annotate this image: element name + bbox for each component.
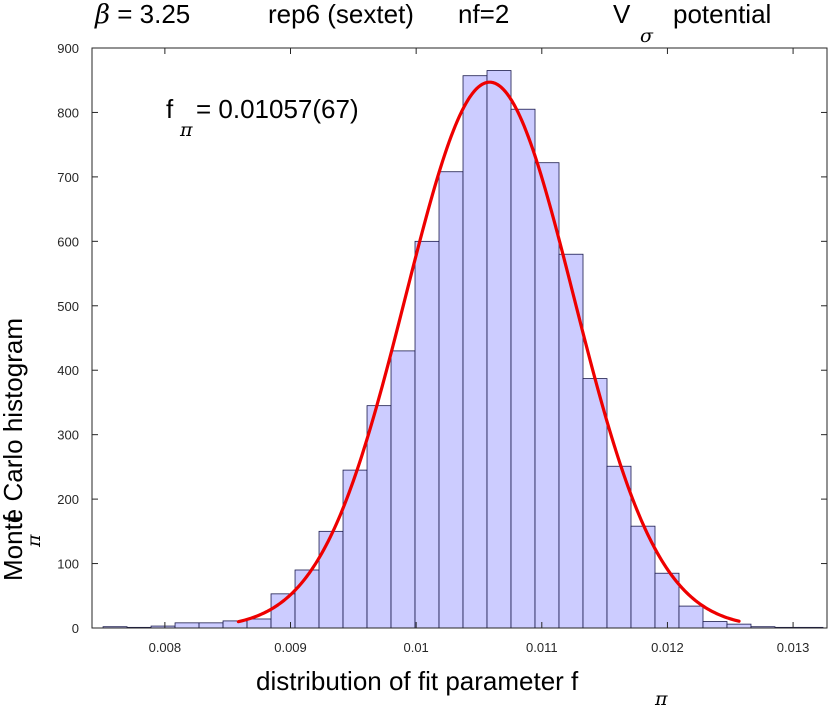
axes-box — [91, 47, 828, 629]
histogram-bar — [726, 623, 752, 629]
y-tick-label: 200 — [57, 492, 79, 507]
y-tick-label: 300 — [57, 428, 79, 443]
histogram-bar — [366, 405, 392, 629]
annotation-sub: π — [179, 119, 193, 141]
histogram-bar — [582, 378, 608, 629]
axes: 0.008 0.009 0.01 0.011 0.012 0.013 0 100 200 300 4… — [57, 41, 828, 655]
y-tick-label: 100 — [57, 557, 79, 572]
histogram-bar — [318, 530, 344, 629]
y-tick-label: 0 — [72, 621, 79, 636]
y-tick-label: 500 — [57, 299, 79, 314]
y-tick-label: 600 — [57, 234, 79, 249]
histogram-bar — [558, 253, 584, 629]
histogram-bar — [246, 618, 272, 629]
x-tick-label: 0.008 — [149, 640, 182, 655]
histogram-bar — [174, 622, 200, 629]
x-tick-label: 0.013 — [777, 640, 810, 655]
title-potential-letter: V — [613, 0, 631, 29]
histogram-bar — [270, 593, 296, 629]
histogram-bar — [606, 465, 632, 629]
x-tick-label: 0.01 — [403, 640, 428, 655]
y-tick-label: 900 — [57, 41, 79, 56]
histogram-bar — [414, 240, 440, 629]
histogram-bar — [678, 605, 704, 629]
histogram-bar — [702, 621, 728, 629]
gaussian-fit — [236, 80, 741, 624]
histogram-bar — [486, 70, 512, 629]
y-tick-label: 400 — [57, 363, 79, 378]
title-rep: rep6 (sextet) — [268, 0, 414, 29]
y-axis-label-group: f π Monte Carlo histogram — [0, 318, 45, 581]
histogram-bar — [342, 469, 368, 629]
x-axis-label-sub: π — [654, 688, 668, 707]
fit-curve — [236, 80, 741, 624]
title-potential-sub: σ — [640, 25, 654, 47]
histogram-bars — [102, 70, 824, 629]
annotation-value: = 0.01057(67) — [196, 94, 359, 124]
title-beta: β = 3.25 — [94, 0, 190, 30]
y-axis-label-sub: π — [23, 534, 45, 548]
histogram-bar — [198, 622, 224, 629]
histogram-bar — [462, 75, 488, 629]
title-potential-word: potential — [673, 0, 771, 29]
x-axis-label: distribution of fit parameter f — [256, 666, 579, 696]
y-axis-label: Monte Carlo histogram — [0, 318, 28, 581]
title-nf: nf=2 — [458, 0, 509, 29]
y-tick-label: 800 — [57, 105, 79, 120]
y-axis-label-prefix: f — [0, 514, 28, 522]
y-tick-label: 700 — [57, 170, 79, 185]
histogram-bar — [510, 108, 536, 629]
annotation-prefix: f — [166, 94, 174, 124]
x-tick-label: 0.012 — [651, 640, 684, 655]
x-tick-label: 0.009 — [274, 640, 307, 655]
x-tick-label: 0.011 — [526, 640, 558, 655]
histogram-bar — [534, 162, 560, 629]
histogram-bar — [390, 350, 416, 629]
histogram-bar — [438, 171, 464, 629]
